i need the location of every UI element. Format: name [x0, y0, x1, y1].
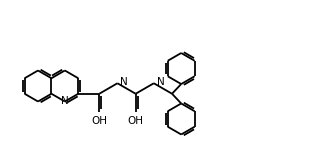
Text: N: N	[61, 96, 69, 106]
Text: OH: OH	[91, 116, 107, 126]
Text: OH: OH	[128, 116, 144, 126]
Text: N: N	[121, 77, 128, 87]
Text: N: N	[157, 77, 165, 87]
